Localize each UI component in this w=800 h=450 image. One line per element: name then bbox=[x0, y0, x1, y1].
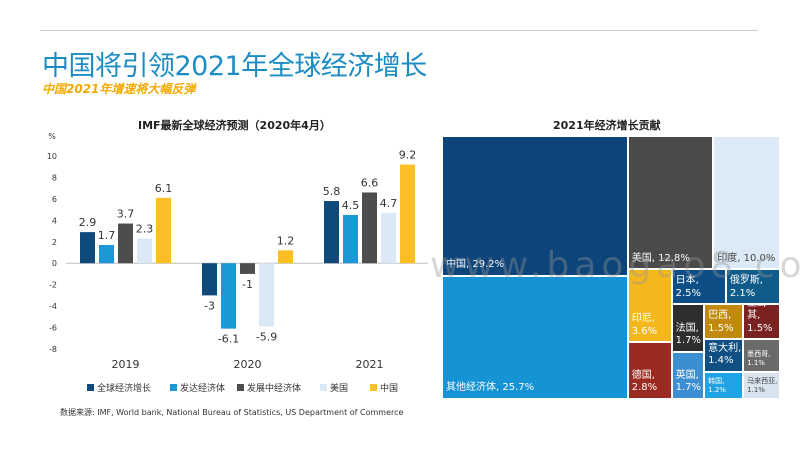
bar bbox=[324, 201, 339, 264]
treemap-cell-label: 其他经济体, 25.7% bbox=[446, 382, 535, 394]
data-label: 6.1 bbox=[155, 182, 173, 195]
bar bbox=[99, 244, 114, 264]
treemap-cell-label: 马来西亚, 1.1% bbox=[747, 377, 778, 395]
legend-swatch bbox=[170, 384, 177, 391]
data-label: -1 bbox=[242, 278, 253, 291]
treemap-cell: 中国, 29.2% bbox=[442, 136, 628, 276]
bar bbox=[137, 238, 152, 264]
treemap-cell: 法国, 1.7% bbox=[671, 304, 705, 352]
bar bbox=[381, 212, 396, 264]
bar bbox=[362, 192, 377, 264]
y-tick-label: 2 bbox=[52, 238, 57, 247]
treemap-cell-label: 英国, 1.7% bbox=[675, 369, 702, 394]
legend-label: 发展中经济体 bbox=[247, 382, 301, 394]
treemap-cell-label: 意大利, 1.4% bbox=[708, 342, 742, 367]
bar bbox=[221, 263, 236, 329]
y-tick-label: 0 bbox=[52, 259, 57, 268]
treemap-cell: 韩国, 1.2% bbox=[704, 371, 744, 399]
treemap-cell-label: 印尼, 3.6% bbox=[631, 313, 658, 337]
treemap-title: 2021年经济增长贡献 bbox=[553, 119, 661, 132]
treemap-cell: 土耳其,1.5% bbox=[743, 304, 780, 340]
treemap-cell: 日本, 2.5% bbox=[671, 269, 726, 305]
treemap-cell-label: 印度, 10.0% bbox=[717, 252, 776, 264]
legend-swatch bbox=[370, 384, 377, 391]
data-label: 5.8 bbox=[323, 185, 341, 198]
treemap-cell-label: 墨西哥, 1.1% bbox=[747, 350, 771, 367]
data-label: 2.9 bbox=[79, 216, 97, 229]
treemap-cell: 巴西, 1.5% bbox=[704, 304, 744, 340]
data-label: 3.7 bbox=[117, 208, 135, 221]
treemap-cell: 墨西哥, 1.1% bbox=[743, 339, 780, 372]
data-label: 1.7 bbox=[98, 229, 116, 242]
y-tick-label: 4 bbox=[52, 216, 57, 225]
legend-label: 美国 bbox=[330, 382, 348, 394]
treemap-cell-label: 韩国, 1.2% bbox=[708, 377, 726, 395]
treemap-cell-label: 美国, 12.8% bbox=[631, 252, 690, 264]
treemap-cell: 其他经济体, 25.7% bbox=[442, 275, 628, 399]
bar bbox=[259, 263, 274, 327]
bar bbox=[400, 164, 415, 264]
bar bbox=[202, 263, 217, 296]
treemap-cell-label: 土耳其,1.5% bbox=[747, 305, 773, 334]
data-label: 2.3 bbox=[136, 223, 154, 236]
legend-label: 中国 bbox=[380, 382, 398, 394]
data-label: 4.5 bbox=[342, 199, 360, 212]
treemap-cell-label: 日本, 2.5% bbox=[675, 275, 702, 299]
legend-label: 全球经济增长 bbox=[97, 382, 151, 394]
y-tick-label: -4 bbox=[49, 302, 57, 311]
y-tick-label: 10 bbox=[47, 152, 57, 161]
y-tick-label: 6 bbox=[52, 195, 57, 204]
legend-swatch bbox=[320, 384, 327, 391]
top-divider bbox=[40, 30, 758, 31]
data-label: 1.2 bbox=[277, 234, 295, 247]
data-label: -5.9 bbox=[256, 330, 277, 343]
treemap-cell-label: 俄罗斯, 2.1% bbox=[729, 275, 763, 299]
x-category-label: 2020 bbox=[234, 358, 262, 371]
page-subtitle: 中国2021年增速将大幅反弹 bbox=[42, 82, 196, 96]
bar bbox=[240, 263, 255, 274]
data-label: -3 bbox=[204, 299, 215, 312]
treemap-chart: 中国, 29.2% 其他经济体, 25.7% 美国, 12.8% 印度, 10.0% 印… bbox=[442, 136, 780, 399]
x-category-label: 2019 bbox=[112, 358, 140, 371]
treemap-cell-label: 巴西, 1.5% bbox=[708, 310, 734, 334]
legend-label: 发达经济体 bbox=[180, 382, 225, 394]
data-label: 4.7 bbox=[380, 197, 398, 210]
page-title: 中国将引领2021年全球经济增长 bbox=[42, 51, 427, 82]
y-axis-unit-label: % bbox=[48, 132, 56, 141]
treemap-cell-label: 德国, 2.8% bbox=[631, 369, 658, 394]
legend-swatch bbox=[87, 384, 94, 391]
bar bbox=[278, 250, 293, 264]
data-label: -6.1 bbox=[218, 333, 239, 346]
treemap-cell: 英国, 1.7% bbox=[671, 351, 705, 399]
y-tick-label: 8 bbox=[52, 173, 57, 182]
treemap-cell: 马来西亚, 1.1% bbox=[743, 371, 780, 399]
legend-swatch bbox=[237, 384, 244, 391]
treemap-cell-label: 法国, 1.7% bbox=[675, 322, 702, 347]
bar bbox=[80, 232, 95, 264]
treemap-cell: 印度, 10.0% bbox=[713, 136, 780, 270]
data-label: 6.6 bbox=[361, 176, 379, 189]
x-category-label: 2021 bbox=[356, 358, 384, 371]
bar bbox=[118, 223, 133, 264]
treemap-cell: 俄罗斯, 2.1% bbox=[725, 269, 780, 305]
bar bbox=[156, 197, 171, 264]
treemap-cell: 意大利, 1.4% bbox=[704, 339, 744, 372]
bar-chart-title: IMF最新全球经济预测（2020年4月） bbox=[138, 119, 331, 132]
y-tick-label: -8 bbox=[49, 345, 57, 354]
bar-chart: % 10 8 6 4 2 0 -2 -4 -6 -8 2.9 -3 5.8 1.7 -6.1 4.5 3.7 -1 6… bbox=[47, 132, 428, 394]
y-tick-label: -6 bbox=[49, 324, 57, 333]
treemap-cell: 德国, 2.8% bbox=[627, 342, 672, 399]
treemap-cell: 印尼, 3.6% bbox=[627, 269, 672, 343]
treemap-cell: 美国, 12.8% bbox=[627, 136, 714, 270]
treemap-cell-label: 中国, 29.2% bbox=[446, 259, 505, 271]
data-label: 9.2 bbox=[399, 149, 417, 162]
data-source-note: 数据来源: IMF, World bank, National Bureau o… bbox=[60, 408, 404, 417]
bar bbox=[343, 214, 358, 264]
y-tick-label: -2 bbox=[49, 281, 57, 290]
